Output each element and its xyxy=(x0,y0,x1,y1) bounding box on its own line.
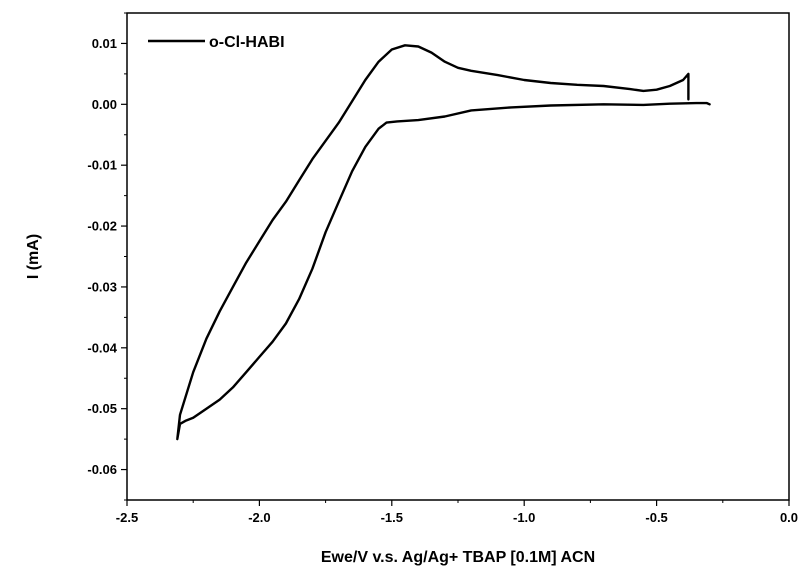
y-tick-label: -0.06 xyxy=(87,462,117,477)
y-tick-label: 0.00 xyxy=(92,97,117,112)
y-tick-label: -0.05 xyxy=(87,401,117,416)
legend: o-Cl-HABI xyxy=(148,34,285,51)
x-axis-ticks: -2.5 -2.0 -1.5 -1.0 -0.5 0.0 xyxy=(116,500,798,525)
x-tick-label: 0.0 xyxy=(780,510,798,525)
x-tick-label: -2.0 xyxy=(248,510,270,525)
y-tick-label: -0.04 xyxy=(87,340,117,355)
series-layer xyxy=(176,44,711,441)
x-tick-label: -2.5 xyxy=(116,510,138,525)
y-axis-title: I (mA) xyxy=(25,234,42,279)
x-tick-label: -1.5 xyxy=(381,510,403,525)
y-axis-ticks: 0.01 0.00 -0.01 -0.02 -0.03 -0.04 -0.05 -0.06 xyxy=(87,12,127,501)
y-tick-label: 0.01 xyxy=(92,36,117,51)
series-line-o-cl-habi xyxy=(176,44,711,441)
y-tick-label: -0.03 xyxy=(87,279,117,294)
y-tick-label: -0.01 xyxy=(87,158,117,173)
legend-label-o-cl-habi: o-Cl-HABI xyxy=(209,34,285,51)
x-tick-label: -0.5 xyxy=(645,510,667,525)
x-axis-title: Ewe/V v.s. Ag/Ag+ TBAP [0.1M] ACN xyxy=(321,549,595,566)
y-tick-label: -0.02 xyxy=(87,219,117,234)
plot-frame xyxy=(126,12,790,501)
x-tick-label: -1.0 xyxy=(513,510,535,525)
plot-border xyxy=(126,12,790,501)
